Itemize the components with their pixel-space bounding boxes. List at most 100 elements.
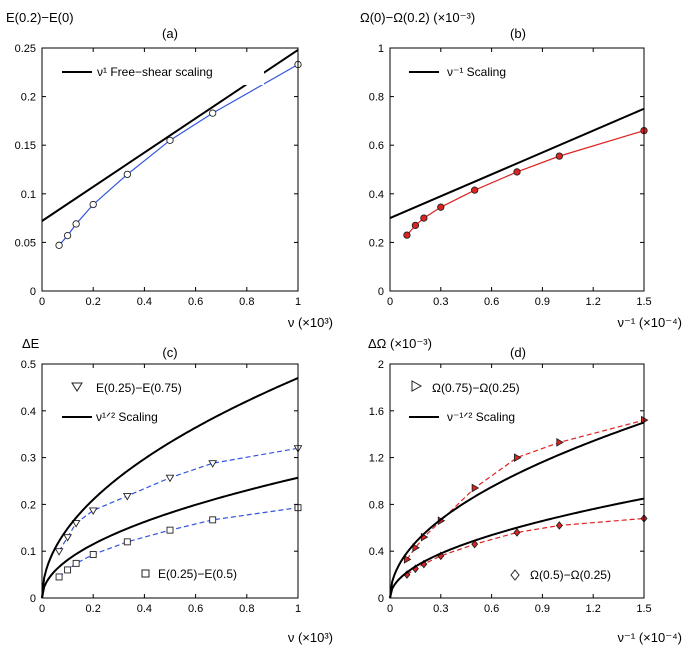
y-tick-label: 0: [378, 286, 384, 298]
data-point: [63, 231, 72, 240]
chart-panel-a: E(0.2)−E(0) (a) ν (×10³) 0 0.2 0.4 0.6 0.8 10…: [6, 10, 333, 330]
panel-b-plot: [389, 107, 648, 239]
data-point: [72, 559, 80, 567]
y-tick-label: 2: [378, 359, 384, 371]
y-tick-label: 0.2: [21, 499, 36, 511]
x-tick-label: 0.2: [86, 603, 101, 615]
data-point: [166, 136, 174, 144]
x-tick-label: 1.5: [636, 296, 651, 308]
legend-scaling-label: ν⁻¹ᐟ² Scaling: [447, 410, 515, 424]
x-tick-label: 1.2: [586, 603, 601, 615]
data-point: [209, 109, 217, 117]
data-point: [122, 493, 132, 501]
panel-b-frame: [389, 47, 645, 292]
legend-scaling-label: ν¹ Free−shear scaling: [97, 65, 213, 79]
y-tick-label: 0.4: [369, 189, 384, 201]
data-point: [123, 538, 131, 546]
data-point: [471, 186, 479, 194]
data-point: [123, 170, 131, 179]
panel-d-legend: Ω(0.75)−Ω(0.25) ν⁻¹ᐟ² Scaling Ω(0.5)−Ω(0…: [409, 380, 611, 582]
panel-c-label: (c): [162, 345, 177, 360]
y-tick-label: 0.2: [369, 237, 384, 249]
data-point: [513, 528, 521, 537]
y-tick-label: 0.25: [15, 43, 36, 55]
panel-b-xlabel: ν⁻¹ (×10⁻⁴): [618, 315, 682, 330]
sqrt-scaling-curve: [41, 476, 299, 599]
x-tick-label: 0.2: [86, 296, 101, 308]
panel-c-xlabel: ν (×10³): [288, 630, 333, 645]
panel-d-ticks: 0 0.3 0.6 0.9 1.2 1.5 0 0.4 0.8 1.2 1.6 2: [369, 359, 652, 615]
legend-square-marker: [141, 569, 150, 578]
x-tick-label: 0.6: [484, 603, 499, 615]
x-tick-label: 0: [387, 603, 393, 615]
sqrt-scaling-curve: [389, 497, 645, 599]
y-tick-label: 0.1: [21, 546, 36, 558]
sqrt-scaling-curve: [41, 377, 299, 599]
series-line: [58, 447, 299, 552]
chart-panel-b: Ω(0)−Ω(0.2) (×10⁻³) (b) ν⁻¹ (×10⁻⁴) 0 0.3…: [360, 10, 682, 330]
panel-c-legend: E(0.25)−E(0.75) ν¹ᐟ² Scaling E(0.25)−E(0…: [62, 381, 237, 581]
data-point: [471, 539, 479, 549]
data-point: [556, 438, 564, 447]
chart-panel-d: ΔΩ (×10⁻³) (d) ν⁻¹ (×10⁻⁴) 0 0.3 0.6 0.9 1.2…: [368, 336, 682, 645]
y-tick-label: 0.05: [15, 237, 36, 249]
legend-series-1-label: E(0.25)−E(0.75): [96, 381, 182, 395]
data-point: [89, 200, 97, 209]
x-tick-label: 0.9: [535, 603, 550, 615]
y-tick-label: 1: [378, 43, 384, 55]
panel-d-label: (d): [510, 345, 526, 360]
data-point: [88, 507, 98, 515]
x-tick-label: 0.6: [188, 603, 203, 615]
data-point: [64, 566, 72, 574]
y-tick-label: 0.2: [21, 92, 36, 104]
panel-b-ticks: 0 0.3 0.6 0.9 1.2 1.5 0 0.2 0.4 0.6 0.8 1: [369, 43, 652, 308]
y-tick-label: 0.8: [369, 499, 384, 511]
x-tick-label: 0: [39, 603, 45, 615]
data-point: [54, 548, 64, 556]
legend-diamond-marker: [510, 569, 520, 581]
panel-d-ylabel: ΔΩ (×10⁻³): [368, 336, 432, 351]
y-tick-label: 0.4: [369, 546, 384, 558]
data-point: [403, 231, 411, 239]
y-tick-label: 0.1: [21, 189, 36, 201]
legend-series-1-label: Ω(0.75)−Ω(0.25): [432, 381, 520, 395]
x-tick-label: 0.9: [535, 296, 550, 308]
x-tick-label: 1: [295, 296, 301, 308]
data-point: [89, 551, 97, 558]
x-tick-label: 1: [295, 603, 301, 615]
legend-series-2-label: Ω(0.5)−Ω(0.25): [530, 568, 611, 582]
x-tick-label: 1.5: [636, 603, 651, 615]
legend-series-2-label: E(0.25)−E(0.5): [158, 567, 237, 581]
data-point: [555, 152, 563, 160]
x-tick-label: 0: [387, 296, 393, 308]
data-point: [55, 573, 63, 581]
x-tick-label: 0.6: [484, 296, 499, 308]
data-point: [72, 220, 80, 228]
scaling-line: [389, 107, 645, 220]
data-point: [471, 483, 480, 493]
panel-a-frame: [41, 47, 299, 292]
x-tick-label: 0.4: [137, 296, 152, 308]
data-point: [208, 460, 218, 468]
x-tick-label: 1.2: [586, 296, 601, 308]
panel-a-xlabel: ν (×10³): [288, 315, 333, 330]
y-tick-label: 0: [30, 286, 36, 298]
y-tick-label: 0: [30, 593, 36, 605]
panel-b-label: (b): [510, 26, 526, 41]
panel-c-ylabel: ΔE: [22, 336, 40, 351]
legend-triangle-right-marker: [411, 380, 423, 392]
data-point: [411, 221, 420, 230]
y-tick-label: 0.4: [21, 406, 36, 418]
panel-a-label: (a): [162, 26, 178, 41]
data-point: [403, 555, 412, 564]
series-line: [58, 63, 299, 246]
data-point: [513, 168, 521, 176]
y-tick-label: 0.3: [21, 453, 36, 465]
panel-d-plot: [389, 415, 649, 599]
data-point: [209, 516, 217, 524]
panel-d-xlabel: ν⁻¹ (×10⁻⁴): [618, 630, 682, 645]
data-point: [71, 520, 81, 528]
chart-panel-c: ΔE (c) ν (×10³) 0 0.2 0.4 0.6 0.8 1 0 0.1 0.2 0.3…: [21, 336, 333, 645]
series-line: [406, 130, 645, 236]
